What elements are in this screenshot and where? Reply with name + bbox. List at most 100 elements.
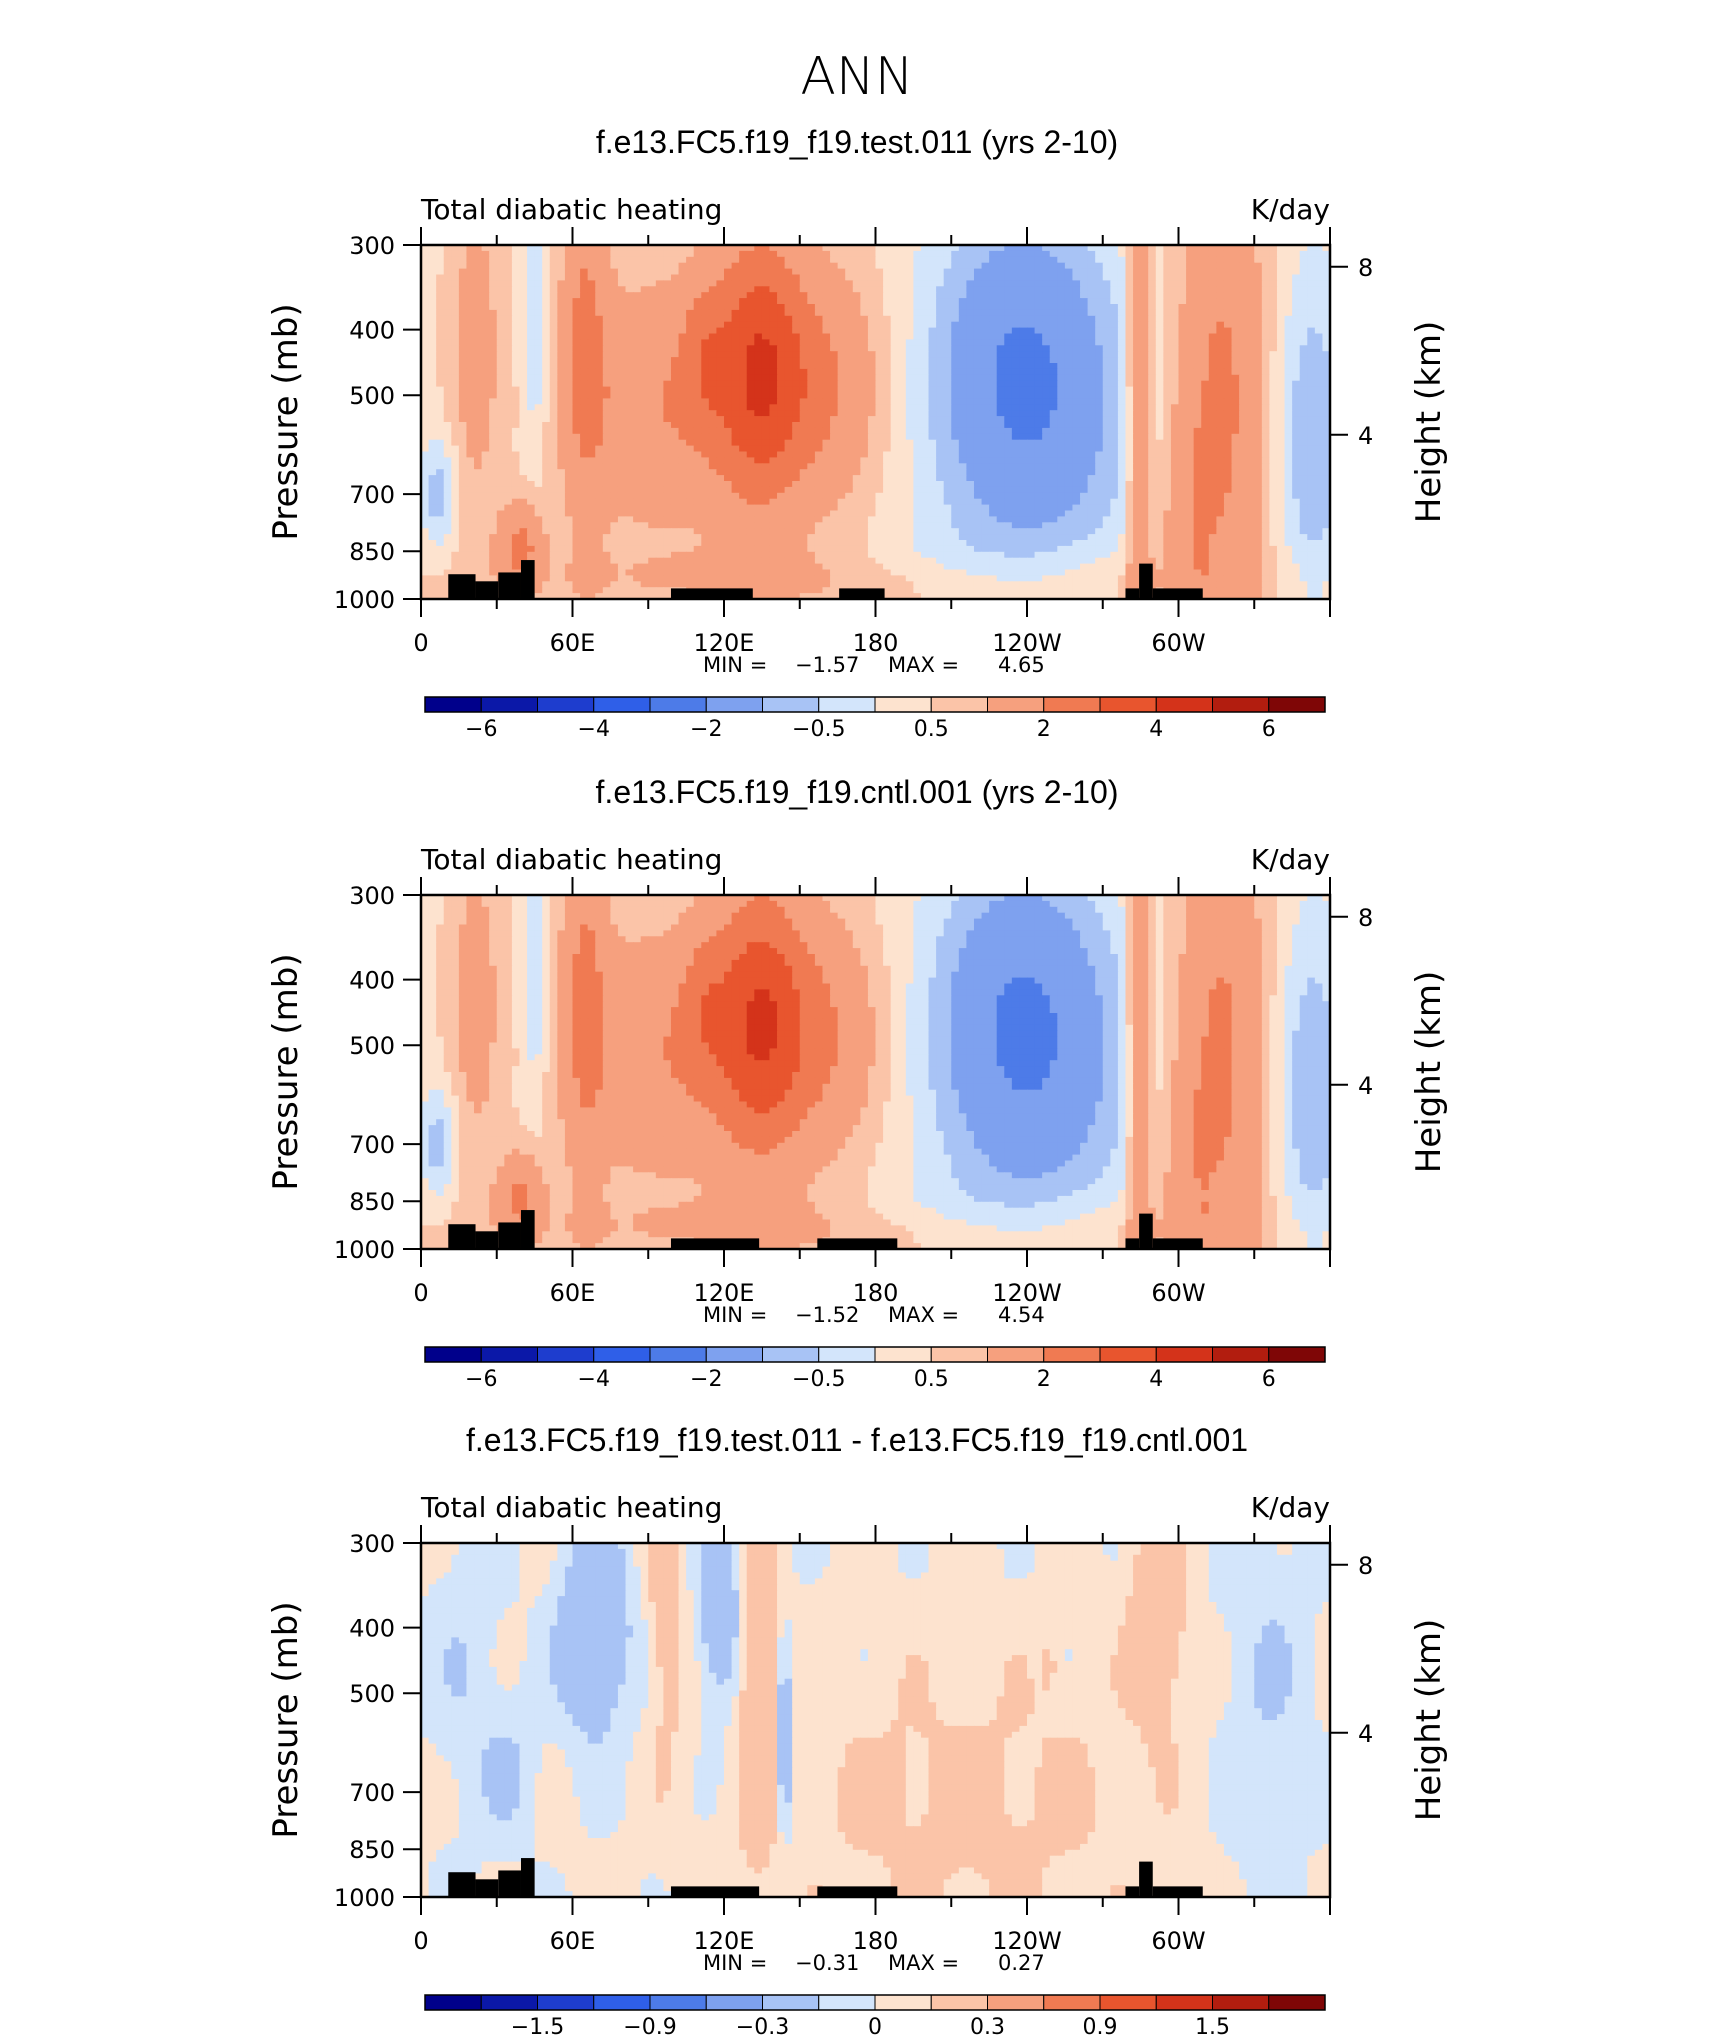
heatmap-cell [1095,398,1104,405]
heatmap-cell [1186,262,1195,270]
heatmap-cell [716,404,725,411]
heatmap-cell [867,374,877,382]
heatmap-cell [519,486,528,494]
heatmap-cell [1140,245,1149,252]
heatmap-cell [534,392,543,399]
heatmap-cell [1193,427,1202,435]
heatmap-cell [519,309,528,317]
heatmap-cell [610,363,619,370]
heatmap-cell [1057,274,1066,281]
heatmap-cell [443,404,452,411]
heatmap-cell [1178,392,1187,399]
heatmap-cell [1163,262,1172,270]
heatmap-cell [1186,469,1195,476]
heatmap-cell [527,451,536,458]
heatmap-cell [670,463,680,470]
heatmap-cell [1011,374,1021,382]
heatmap-cell [1292,292,1301,299]
heatmap-cell [1208,351,1217,358]
heatmap-cell [557,351,566,358]
heatmap-cell [920,292,930,299]
heatmap-cell [421,309,430,317]
heatmap-cell [1223,451,1233,458]
heatmap-cell [1042,292,1051,299]
heatmap-cell [1087,427,1096,435]
heatmap-cell [1246,457,1255,464]
heatmap-cell [830,416,839,423]
heatmap-cell [913,469,922,476]
heatmap-cell [1042,298,1051,305]
heatmap-cell [519,286,528,293]
heatmap-cell [943,262,952,270]
heatmap-cell [1246,422,1255,429]
heatmap-cell [1163,345,1172,352]
heatmap-cell [1163,298,1172,305]
heatmap-cell [701,298,710,305]
heatmap-cell [1216,357,1225,364]
heatmap-cell [716,351,725,358]
heatmap-cell [678,416,687,423]
heatmap-cell [1140,280,1149,287]
heatmap-cell [1133,321,1142,329]
heatmap-cell [936,250,945,258]
heatmap-cell [1095,439,1104,447]
heatmap-cell [701,262,710,270]
heatmap-cell [564,416,574,423]
heatmap-cell [1231,245,1240,252]
heatmap-cell [587,280,596,287]
heatmap-cell [610,475,619,482]
heatmap-cell [883,457,892,464]
heatmap-cell [883,386,892,394]
heatmap-cell [1254,427,1263,435]
heatmap-cell [716,357,725,364]
heatmap-cell [981,392,990,399]
heatmap-cell [534,475,543,482]
heatmap-cell [799,433,808,441]
heatmap-cell [1117,315,1127,323]
heatmap-cell [875,309,884,317]
heatmap-cell [436,321,445,329]
heatmap-cell [595,280,604,287]
heatmap-cell [625,398,634,405]
heatmap-cell [1254,463,1263,470]
heatmap-cell [769,256,778,264]
heatmap-cell [943,309,952,317]
heatmap-cell [511,457,521,464]
heatmap-cell [474,481,483,488]
heatmap-cell [1299,469,1308,476]
heatmap-cell [1034,457,1043,464]
heatmap-cell [920,368,930,376]
heatmap-cell [913,398,922,405]
heatmap-cell [1057,245,1066,252]
heatmap-cell [1057,292,1066,299]
heatmap-cell [504,327,513,335]
heatmap-cell [481,433,490,441]
heatmap-cell [807,357,816,364]
heatmap-cell [1133,245,1142,252]
heatmap-cell [966,250,975,258]
heatmap-cell [784,256,793,264]
heatmap-cell [640,410,649,417]
heatmap-cell [1239,286,1248,293]
heatmap-cell [958,469,968,476]
heatmap-cell [443,298,452,305]
heatmap-cell [1095,481,1104,488]
heatmap-cell [693,368,702,376]
heatmap-cell [784,351,793,358]
heatmap-cell [845,374,854,382]
heatmap-cell [458,304,468,311]
heatmap-cell [496,298,505,305]
heatmap-cell [1193,315,1202,323]
heatmap-cell [489,486,498,494]
heatmap-cell [1322,439,1331,447]
heatmap-cell [436,368,445,376]
heatmap-cell [1276,463,1286,470]
heatmap-cell [867,298,877,305]
heatmap-cell [1049,268,1058,276]
heatmap-cell [724,439,733,447]
heatmap-cell [769,386,778,394]
heatmap-cell [1019,427,1028,435]
heatmap-cell [799,410,808,417]
heatmap-cell [1087,256,1096,264]
heatmap-cell [814,445,824,453]
